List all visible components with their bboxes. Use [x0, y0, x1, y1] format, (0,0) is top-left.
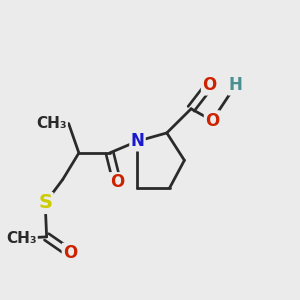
Text: CH₃: CH₃: [6, 231, 37, 246]
Text: N: N: [130, 132, 144, 150]
Text: O: O: [205, 112, 219, 130]
Text: O: O: [110, 173, 124, 191]
Text: O: O: [202, 76, 216, 94]
Text: CH₃: CH₃: [37, 116, 67, 131]
Text: S: S: [38, 194, 52, 212]
Text: O: O: [63, 244, 77, 262]
Text: H: H: [229, 76, 243, 94]
